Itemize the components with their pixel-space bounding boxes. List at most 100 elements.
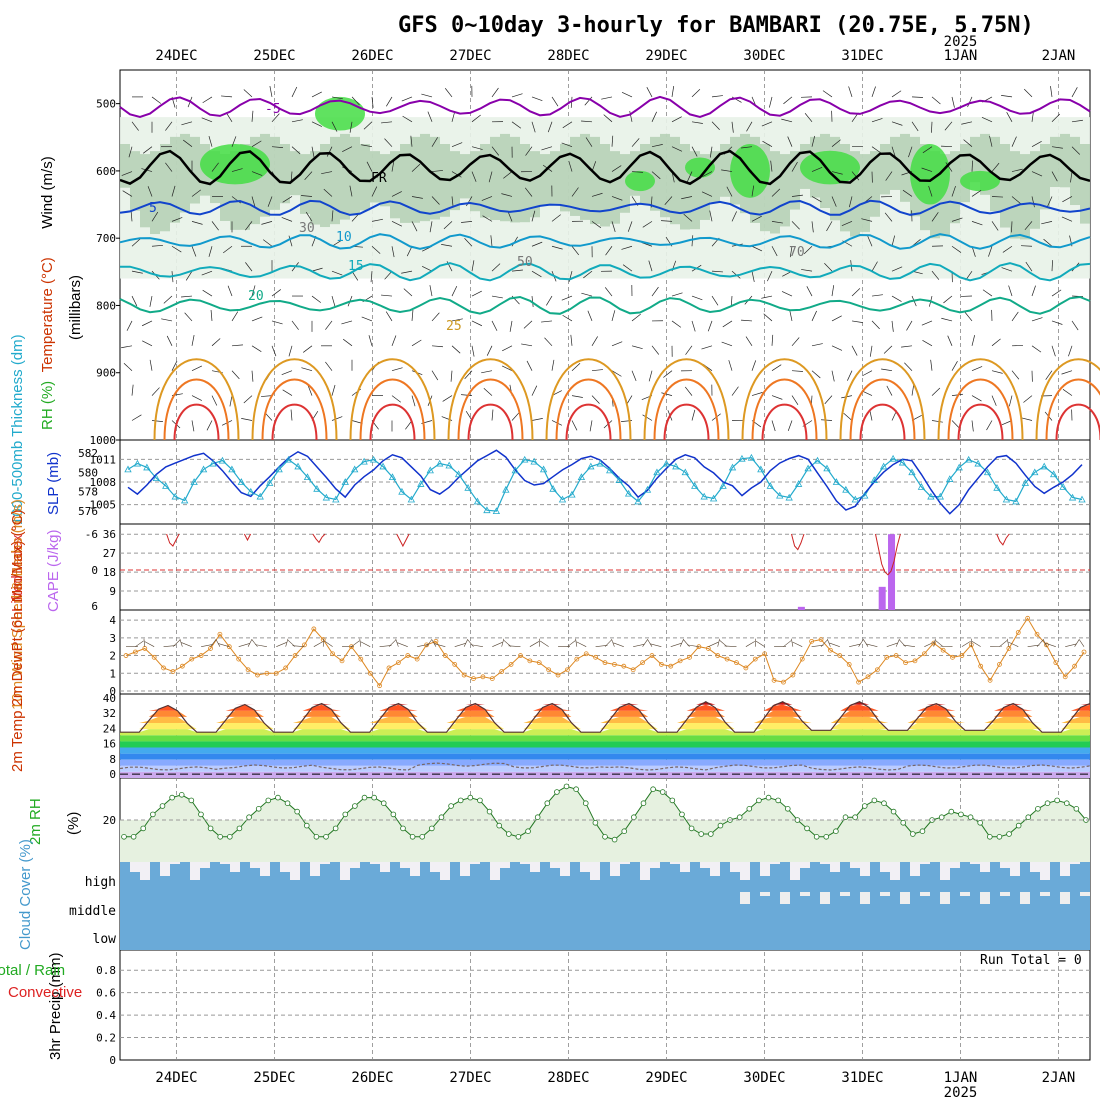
rh-high-blob	[800, 150, 860, 185]
date-label-top: 2JAN	[1042, 48, 1076, 64]
wind-point	[997, 662, 1002, 667]
wind-point	[771, 677, 777, 683]
wind-barb	[531, 241, 543, 247]
wind-barb	[451, 285, 458, 297]
thickness-point	[1021, 479, 1030, 486]
wind-barb	[581, 120, 593, 123]
thickness-point	[1012, 497, 1020, 505]
wind-point	[884, 654, 890, 660]
wind-point	[527, 658, 533, 664]
wind-barb	[1051, 113, 1061, 123]
wind-barb	[731, 121, 734, 133]
rh-point	[246, 814, 252, 820]
wind-barb	[131, 121, 139, 131]
rh-point	[679, 811, 685, 818]
wind-barb	[243, 89, 253, 98]
cloud-high-gap	[340, 862, 350, 880]
temp-contour-3	[119, 233, 1091, 250]
wind-barb	[988, 246, 993, 257]
wind-barb	[231, 168, 243, 172]
rh-point	[775, 797, 781, 804]
wind-barb-10m	[172, 639, 181, 647]
rh-point	[717, 822, 724, 829]
rh-point	[592, 819, 599, 826]
wind-barb	[921, 320, 933, 326]
thickness-point	[464, 483, 472, 491]
wind-ytick: 4	[109, 614, 116, 627]
wind-barb	[671, 320, 682, 328]
wind-barb	[1008, 285, 1013, 297]
wind-barb	[603, 114, 613, 123]
wind-point	[358, 656, 364, 662]
temp-contour-0	[119, 95, 1091, 119]
thickness-point	[879, 462, 888, 470]
wind-barb	[281, 217, 293, 222]
thickness-point	[672, 462, 680, 470]
low-temp-contour	[369, 403, 416, 441]
upper-ylabel-1: Temperature (°C)	[39, 257, 56, 372]
thickness-point	[332, 495, 340, 503]
wind-barb	[471, 114, 481, 123]
wind-barb	[191, 334, 195, 346]
wind-barb	[451, 142, 463, 148]
wind-barb	[931, 96, 941, 105]
wind-point	[649, 653, 655, 658]
wind-barb	[149, 359, 153, 371]
wind-barb	[211, 338, 221, 347]
rh-point	[621, 828, 628, 834]
wind-point	[846, 662, 852, 667]
rh-shade	[850, 151, 860, 237]
thickness-ylabel: 1000-500mb Thickness (dm)	[9, 334, 26, 525]
wind-barb	[488, 171, 493, 183]
low-temp-contour	[751, 378, 818, 441]
thickness-point	[322, 493, 331, 501]
wind-barb	[251, 370, 254, 382]
temp-band	[120, 710, 1090, 717]
wind-point	[367, 670, 373, 676]
wind-barb	[411, 309, 414, 321]
rh-shade	[1070, 136, 1080, 206]
precip-legend-0: Total / Rain	[0, 962, 65, 979]
low-temp-contour	[937, 358, 1024, 441]
wind-point	[940, 647, 946, 653]
wind-barb	[206, 420, 213, 431]
cloud-high-gap	[700, 862, 710, 868]
wind-barb	[171, 360, 178, 371]
wind-barb	[711, 270, 723, 273]
wind-barb	[1023, 395, 1033, 403]
wind-barb	[201, 117, 213, 123]
wind-barb	[831, 345, 843, 351]
rh-point	[178, 791, 185, 798]
temp-band	[120, 716, 1090, 724]
wind-barb-10m	[467, 639, 474, 647]
wind-barb	[526, 360, 533, 371]
wind-barb	[131, 384, 134, 396]
wind-barb	[331, 121, 338, 132]
wind-barb-10m	[471, 644, 483, 647]
rh-point	[708, 831, 714, 837]
wind-point	[987, 677, 993, 683]
rh-point	[313, 833, 320, 840]
cloud-high-gap	[310, 862, 320, 876]
wind-barb	[622, 264, 633, 272]
rh-shade	[120, 144, 130, 188]
wind-point	[912, 658, 918, 664]
wind-barb	[1071, 87, 1078, 98]
cloud-high-gap	[250, 862, 260, 868]
rh-point	[852, 814, 858, 820]
rh-point	[784, 805, 791, 812]
wind-barb	[245, 262, 253, 272]
wind-barb	[402, 115, 413, 123]
thickness-ytick: 578	[78, 486, 98, 499]
wind-barb	[1020, 245, 1033, 247]
cloud-high-gap	[970, 862, 980, 864]
rh-point	[900, 819, 907, 826]
wind-barb	[944, 121, 953, 131]
low-temp-contour	[663, 403, 710, 441]
precip-ytick: 0	[109, 1054, 116, 1067]
wind-barb	[331, 210, 334, 222]
wind-ytick: 0	[109, 685, 116, 698]
wind-barb	[303, 345, 313, 353]
date-label-bottom: 27DEC	[449, 1070, 491, 1086]
wind-barb	[531, 210, 536, 222]
